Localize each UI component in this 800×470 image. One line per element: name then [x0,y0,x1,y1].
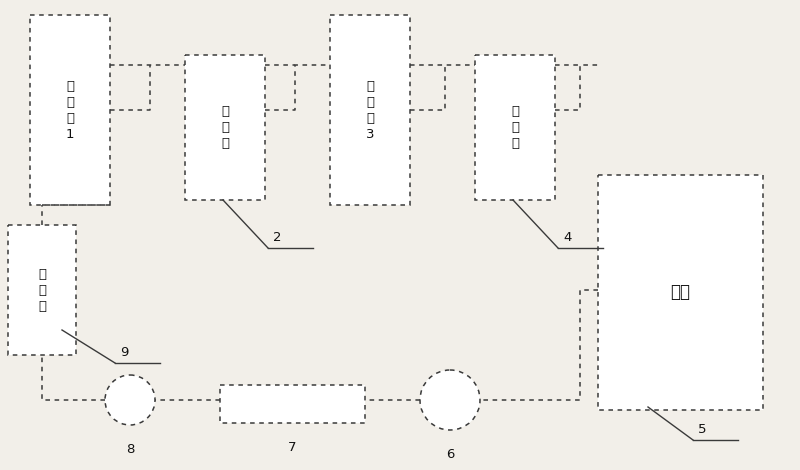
Circle shape [420,370,480,430]
Bar [598,175,763,410]
Text: 6: 6 [446,448,454,461]
Text: 萃
取
釜
1: 萃 取 釜 1 [66,79,74,141]
Circle shape [105,375,155,425]
Text: 7: 7 [288,441,297,454]
Bar [220,385,365,423]
Bar [185,55,265,200]
Text: 混
合
器: 混 合 器 [38,267,46,313]
Text: 4: 4 [563,231,571,244]
Bar [475,55,555,200]
Text: 罐体: 罐体 [670,283,690,301]
Text: 8: 8 [126,443,134,456]
Text: 5: 5 [698,423,706,436]
Text: 过
滤
器: 过 滤 器 [511,105,519,150]
Bar [30,15,110,205]
Bar [330,15,410,205]
Text: 过
滤
器
3: 过 滤 器 3 [366,79,374,141]
Text: 分
离
釜: 分 离 釜 [221,105,229,150]
Text: 2: 2 [273,231,282,244]
Bar [8,225,76,355]
Text: 9: 9 [120,346,128,359]
